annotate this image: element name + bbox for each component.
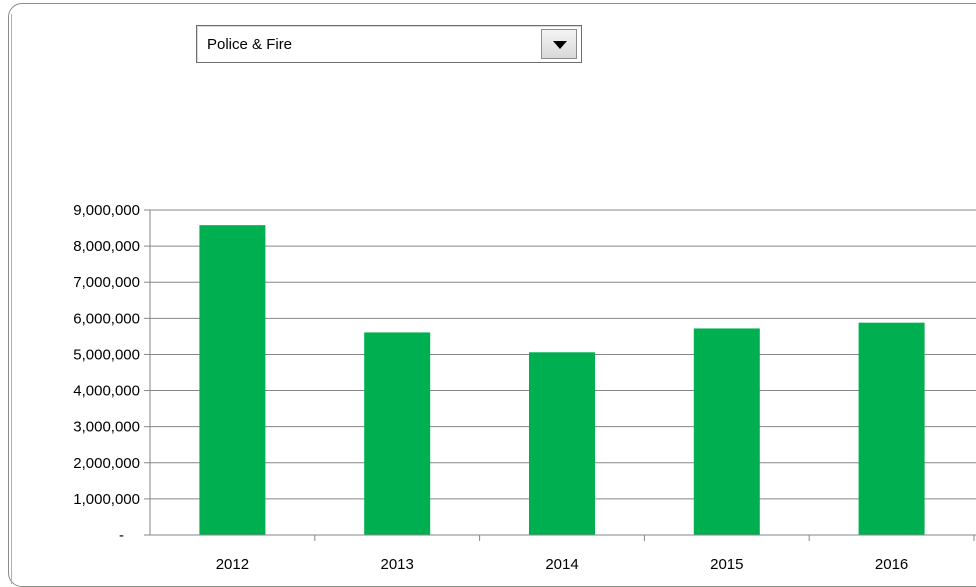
bar-2015 xyxy=(693,328,760,535)
y-tick-label: 5,000,000 xyxy=(73,346,140,363)
y-tick-label: 8,000,000 xyxy=(73,238,140,255)
x-tick-label: 2016 xyxy=(875,556,908,573)
y-tick-label: 1,000,000 xyxy=(73,491,140,508)
axes xyxy=(144,209,976,541)
bar-2016 xyxy=(858,322,925,535)
y-tick-label: 7,000,000 xyxy=(73,274,140,291)
category-dropdown[interactable]: Police & Fire xyxy=(196,25,582,63)
bar-2012 xyxy=(199,225,266,535)
y-tick-label: 3,000,000 xyxy=(73,419,140,436)
x-tick-label: 2015 xyxy=(710,556,743,573)
x-tick-labels: 2012 2013 2014 2015 2016 xyxy=(216,556,909,573)
bars xyxy=(199,225,925,535)
y-tick-labels: - 1,000,000 2,000,000 3,000,000 4,000,000 5,0… xyxy=(73,202,140,544)
dropdown-selected-value: Police & Fire xyxy=(207,36,293,53)
x-tick-label: 2013 xyxy=(381,556,414,573)
bar-2014 xyxy=(529,352,595,535)
y-tick-label: 6,000,000 xyxy=(73,310,140,327)
frame-divider xyxy=(11,14,12,584)
y-tick-label: 4,000,000 xyxy=(73,383,140,400)
x-tick-label: 2014 xyxy=(545,556,578,573)
dropdown-arrow-icon xyxy=(553,41,567,49)
y-tick-label: 2,000,000 xyxy=(73,455,140,472)
chart-area xyxy=(8,3,976,587)
x-tick-label: 2012 xyxy=(216,556,249,573)
y-tick-label: 9,000,000 xyxy=(73,202,140,219)
y-tick-label: - xyxy=(119,527,124,544)
dropdown-toggle-button[interactable] xyxy=(541,29,577,59)
bar-2013 xyxy=(364,332,431,535)
